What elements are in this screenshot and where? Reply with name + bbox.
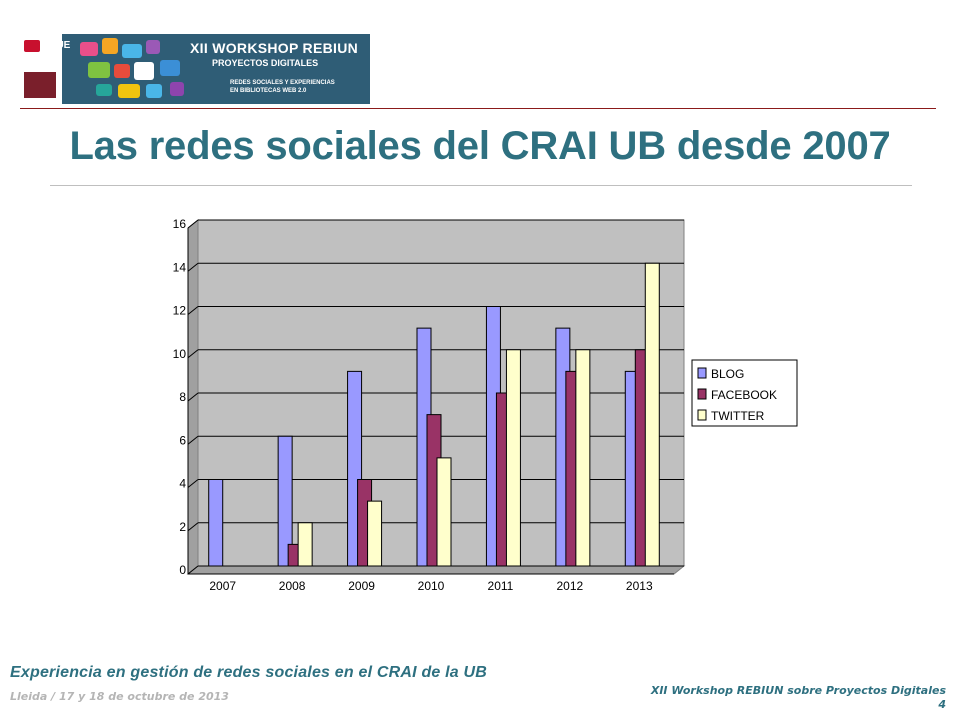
banner-tagline: EN BIBLIOTECAS WEB 2.0 — [230, 88, 307, 94]
title-divider — [50, 185, 912, 186]
y-tick-label: 12 — [173, 304, 187, 318]
y-tick-label: 4 — [179, 477, 186, 491]
banner-subtitle: PROYECTOS DIGITALES — [212, 58, 319, 68]
legend-label: FACEBOOK — [711, 388, 777, 402]
x-tick-label: 2012 — [557, 579, 584, 593]
page-number: 4 — [938, 698, 946, 711]
gridline-side — [187, 392, 199, 402]
rebiun-logo-text: REBIUN — [42, 53, 62, 59]
gridline-side — [187, 479, 199, 488]
footer-date: Lleida / 17 y 18 de octubre de 2013 — [10, 690, 229, 703]
social-tile-icon — [118, 84, 140, 98]
social-tile-icon — [88, 62, 110, 78]
x-tick-label: 2011 — [488, 579, 514, 593]
legend-swatch — [697, 388, 707, 400]
gridline-side — [187, 262, 199, 272]
bar-twitter — [297, 522, 313, 567]
bar-blog — [277, 435, 293, 567]
workshop-banner: CRUE REBIUN XII WORKSHOP REBIUN PROYECTO… — [18, 34, 370, 104]
crue-logo-text: CRUE — [42, 40, 71, 51]
y-tick-label: 8 — [179, 390, 186, 404]
gridline-side — [187, 522, 199, 532]
x-tick-label: 2009 — [348, 579, 375, 593]
legend-label: BLOG — [711, 367, 744, 381]
social-tile-icon — [96, 84, 112, 96]
y-tick-label: 14 — [173, 260, 187, 274]
social-tile-icon — [102, 38, 118, 54]
legend-box — [691, 359, 798, 427]
x-tick-label: 2007 — [209, 579, 236, 593]
y-tick-label: 6 — [179, 433, 186, 447]
social-tile-icon — [80, 42, 98, 56]
banner-tagline: REDES SOCIALES Y EXPERIENCIAS — [230, 80, 335, 86]
bar-twitter — [367, 500, 383, 567]
social-tile-icon — [146, 84, 162, 98]
social-tile-icon — [146, 40, 160, 54]
legend-swatch — [697, 409, 707, 421]
gridline-side — [187, 565, 199, 575]
bar-twitter — [436, 457, 452, 567]
gridline-side — [187, 435, 199, 445]
y-tick-label: 2 — [179, 520, 186, 534]
social-tile-icon — [114, 64, 130, 78]
social-tile-icon — [122, 44, 142, 58]
legend-label: TWITTER — [711, 409, 765, 423]
gridline-side — [187, 349, 199, 359]
legend-swatch — [697, 367, 707, 379]
crue-logo-icon — [24, 40, 40, 52]
social-tile-icon — [160, 60, 180, 76]
gridline-side — [187, 306, 199, 315]
social-tile-icon — [134, 62, 154, 80]
social-tile-icon — [170, 82, 184, 96]
y-tick-label: 0 — [179, 563, 186, 577]
y-tick-label: 16 — [173, 217, 187, 231]
slide-title: Las redes sociales del CRAI UB desde 200… — [69, 124, 891, 168]
gridline-side — [187, 219, 199, 229]
university-logo-icon — [24, 72, 56, 98]
x-tick-label: 2013 — [626, 579, 653, 593]
bar-blog — [208, 479, 224, 567]
footer-event: XII Workshop REBIUN sobre Proyectos Digi… — [650, 684, 946, 697]
x-tick-label: 2010 — [418, 579, 445, 593]
bar-twitter — [644, 262, 660, 567]
banner-title: XII WORKSHOP REBIUN — [190, 40, 359, 56]
footer-subtitle: Experiencia en gestión de redes sociales… — [10, 664, 488, 681]
plot-floor — [186, 565, 686, 575]
bar-twitter — [575, 349, 591, 567]
x-tick-label: 2008 — [279, 579, 306, 593]
y-tick-label: 10 — [173, 347, 187, 361]
bar-twitter — [505, 349, 521, 567]
header-divider — [20, 108, 936, 109]
